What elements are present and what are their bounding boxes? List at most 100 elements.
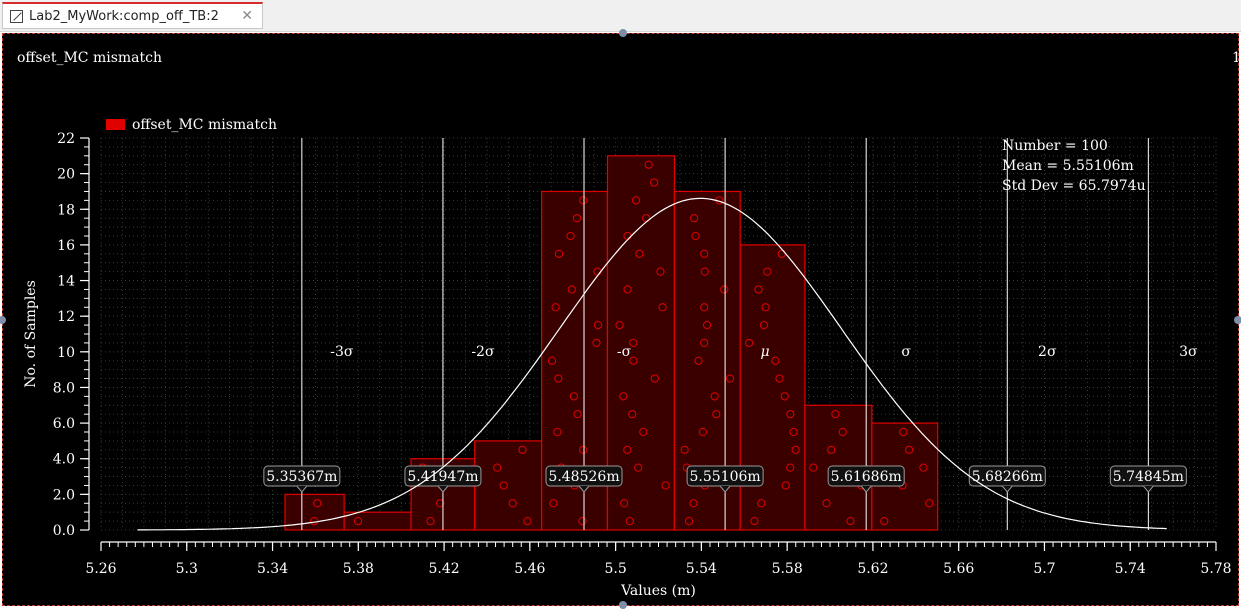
sigma-value-label: 5.48526m (548, 469, 619, 485)
sigma-label: σ (901, 344, 911, 360)
sample-point (791, 445, 800, 454)
x-tick-label: 5.42 (428, 561, 459, 577)
x-tick-label: 5.3 (176, 561, 198, 577)
stats-mean: Mean = 5.55106m (1002, 158, 1134, 174)
sample-point (629, 356, 638, 365)
sample-point (644, 160, 653, 169)
sample-point (623, 445, 632, 454)
sample-point (656, 267, 665, 276)
sample-point (880, 516, 889, 526)
x-tick-label: 5.74 (1115, 561, 1146, 577)
histogram-chart: offset_MC mismatch 1 offset_MC mismatch -3σ… (17, 50, 1238, 599)
sample-point (661, 481, 670, 490)
sample-point (780, 392, 789, 401)
sample-point (925, 499, 934, 508)
sample-point (649, 178, 659, 187)
resize-handle-right[interactable] (1234, 316, 1241, 324)
sigma-value-pointer (296, 485, 308, 493)
sample-point (547, 356, 557, 365)
sigma-value-pointer (719, 485, 731, 493)
sample-point (566, 231, 575, 241)
sample-point (745, 338, 754, 348)
legend-label: offset_MC mismatch (132, 117, 277, 133)
sample-point (572, 214, 582, 223)
sample-point (831, 410, 840, 419)
y-tick-label: 18 (57, 202, 75, 218)
sample-point (700, 303, 709, 312)
resize-handle-top[interactable] (619, 29, 627, 37)
resize-handle-bottom[interactable] (619, 601, 627, 609)
x-tick-label: 5.62 (857, 561, 888, 577)
y-tick-label: 14 (57, 274, 75, 290)
x-tick-label: 5.66 (943, 561, 974, 577)
sample-point (680, 445, 689, 454)
close-icon[interactable]: ✕ (241, 8, 253, 24)
sample-point (809, 463, 818, 472)
sample-point (710, 392, 719, 401)
sample-point (628, 410, 637, 419)
sample-point (650, 374, 659, 383)
x-axis-label: Values (m) (620, 583, 696, 599)
sample-point (838, 427, 847, 437)
histogram-bar (474, 440, 543, 531)
sample-point (700, 267, 709, 276)
sample-point (635, 249, 644, 258)
sample-point (827, 445, 836, 454)
sample-point (353, 516, 363, 526)
sample-point (720, 285, 729, 294)
sigma-label: -3σ (330, 344, 354, 360)
resize-handle-left[interactable] (0, 316, 6, 324)
sample-point (619, 392, 628, 401)
tab-comp-off-tb[interactable]: Lab2_MyWork:comp_off_TB:2 ✕ (2, 2, 263, 29)
sample-point (786, 410, 795, 419)
histogram-bar (739, 244, 806, 531)
sample-point (750, 516, 759, 526)
sigma-value-pointer (1142, 485, 1154, 493)
sample-point (554, 249, 564, 258)
y-tick-label: 12 (57, 309, 75, 325)
sigma-value-pointer (860, 485, 872, 493)
sample-point (615, 320, 624, 330)
sample-point (700, 249, 709, 258)
sigma-value-label: 5.74845m (1113, 469, 1184, 485)
y-axis-label: No. of Samples (23, 280, 39, 388)
sample-point (846, 516, 855, 526)
sample-point (775, 374, 784, 383)
x-tick-label: 5.58 (772, 561, 803, 577)
stats-std: Std Dev = 65.7974u (1002, 178, 1146, 194)
y-tick-label: 6.0 (53, 416, 75, 432)
sample-point (905, 445, 914, 454)
sample-point (493, 463, 502, 472)
x-tick-label: 5.38 (343, 561, 374, 577)
gaussian-curve (137, 197, 1167, 531)
y-tick-label: 2.0 (53, 487, 75, 503)
sigma-label: -2σ (471, 344, 495, 360)
sample-point (689, 499, 698, 508)
tab-bar: Lab2_MyWork:comp_off_TB:2 ✕ (0, 0, 1241, 32)
sample-point (771, 356, 780, 365)
sigma-value-label: 5.61686m (831, 469, 902, 485)
sigma-label: 3σ (1179, 344, 1198, 360)
graph-window-icon (10, 9, 23, 23)
sigma-value-label: 5.41947m (407, 469, 478, 485)
sample-point (620, 499, 629, 508)
sample-point (639, 427, 648, 437)
sigma-label: μ (761, 344, 770, 360)
sample-point (579, 196, 588, 205)
y-tick-label: 10 (57, 345, 75, 361)
sample-point (553, 427, 562, 437)
sample-point (623, 285, 632, 294)
sigma-label: -σ (617, 344, 632, 360)
sample-point (631, 196, 641, 205)
plot-window[interactable]: offset_MC mismatch 1 offset_MC mismatch -3σ… (0, 29, 1241, 609)
sample-point (702, 320, 712, 330)
sample-point (593, 320, 603, 330)
sigma-value-pointer (437, 485, 449, 493)
sample-point (436, 499, 445, 508)
sample-point (919, 463, 928, 472)
sample-point (822, 499, 831, 508)
sigma-value-label: 5.55106m (690, 469, 761, 485)
sample-point (551, 303, 560, 312)
sample-point (554, 374, 563, 383)
sample-point (759, 320, 768, 330)
